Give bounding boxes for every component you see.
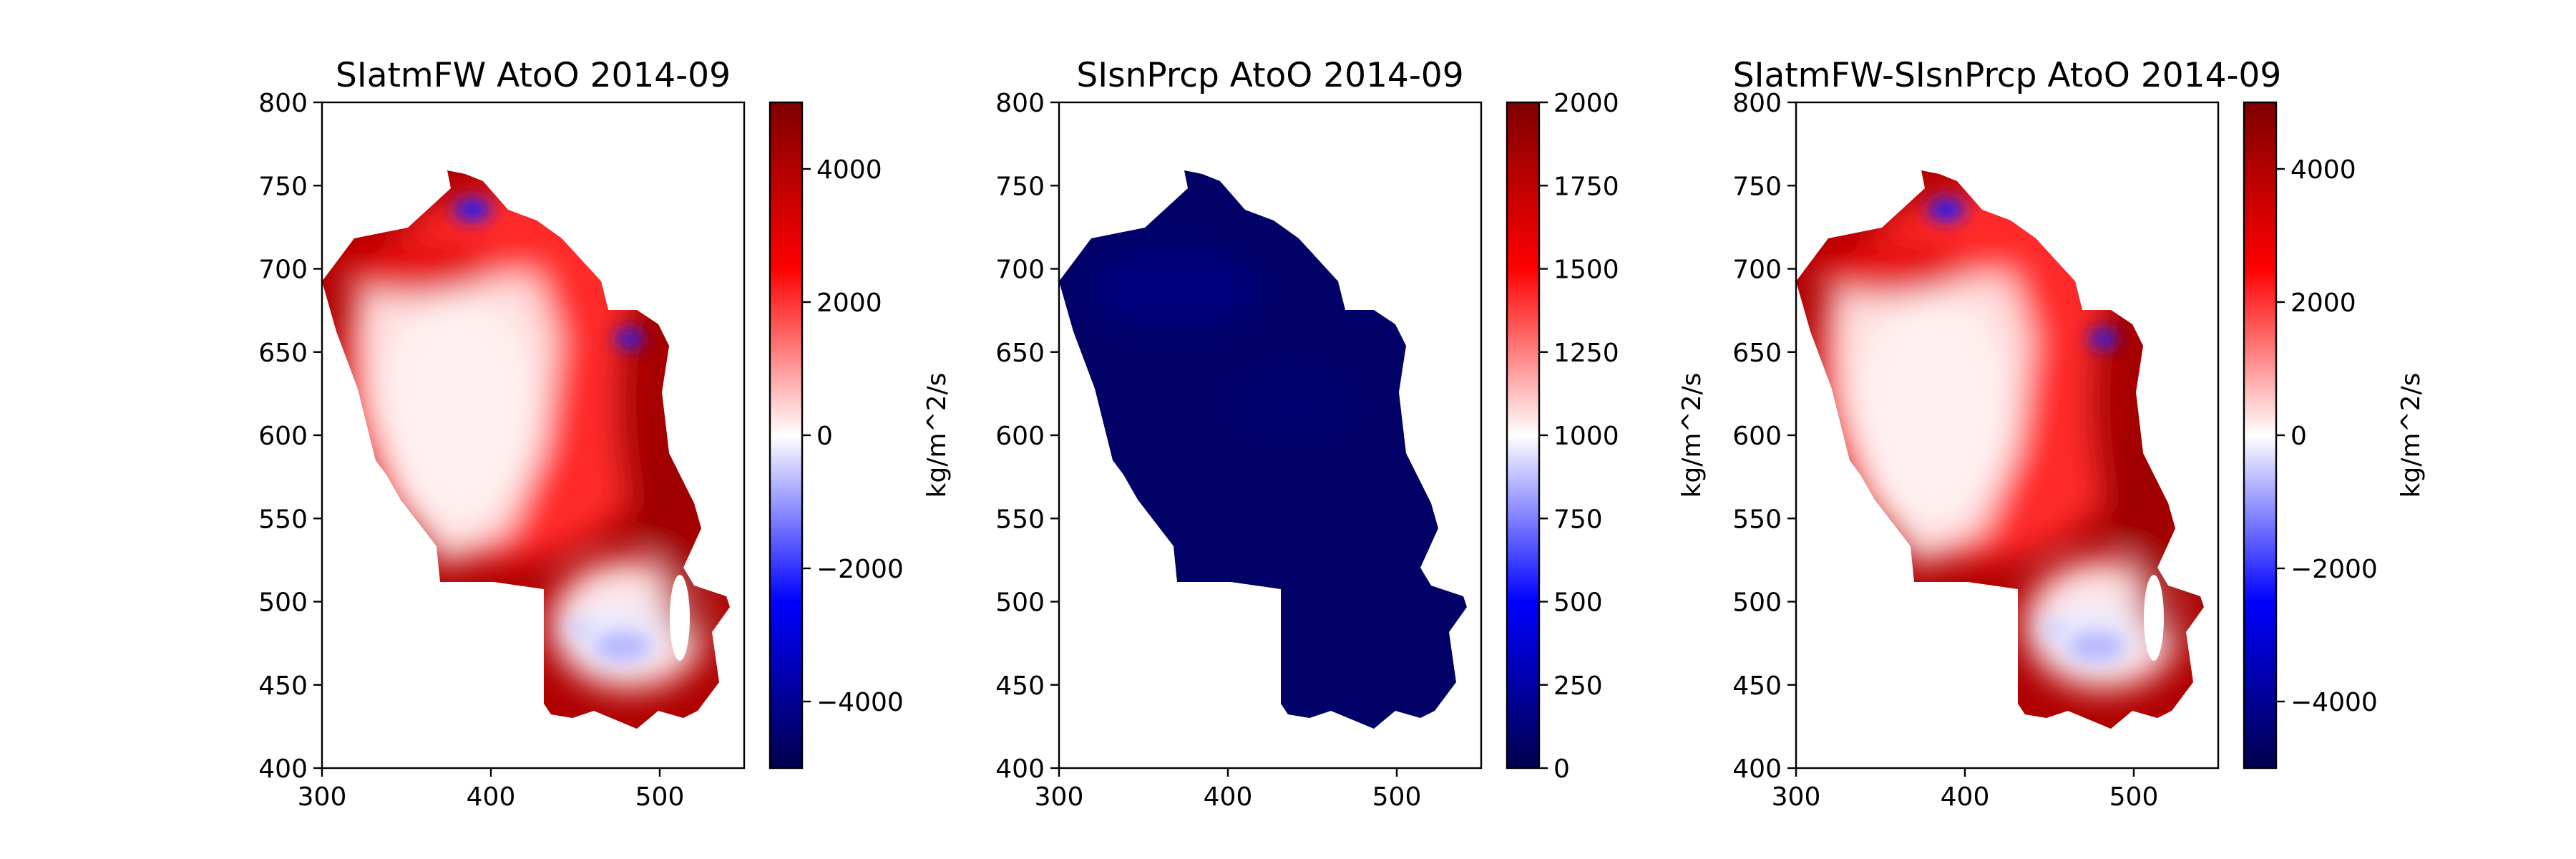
y-tick-label: 800 — [1732, 89, 1782, 118]
colorbar — [1507, 102, 1539, 768]
y-tick-label: 550 — [1732, 505, 1782, 534]
y-tick-label: 650 — [995, 339, 1045, 368]
colorbar-tick-label: 0 — [2290, 422, 2307, 451]
colorbar-label: kg/m^2/s — [922, 373, 952, 498]
y-tick-label: 400 — [258, 754, 308, 784]
chart-title: SIatmFW-SIsnPrcp AtoO 2014-09 — [1733, 56, 2281, 95]
colorbar-tick-label: 0 — [816, 422, 833, 451]
x-tick-label: 500 — [2109, 782, 2159, 812]
x-tick-label: 400 — [467, 782, 516, 812]
chart-title: SIatmFW AtoO 2014-09 — [336, 56, 731, 95]
y-tick-label: 400 — [995, 754, 1045, 784]
y-tick-label: 500 — [258, 588, 308, 618]
y-tick-label: 600 — [1732, 422, 1782, 451]
heatmap-field — [1796, 170, 2204, 729]
y-tick-label: 450 — [995, 671, 1045, 701]
chart-title: SIsnPrcp AtoO 2014-09 — [1076, 56, 1463, 95]
colorbar-tick-label: 500 — [1553, 588, 1603, 618]
colorbar-tick-label: 2000 — [1553, 89, 1619, 118]
heatmap-field — [1059, 170, 1467, 729]
y-tick-label: 800 — [258, 89, 308, 118]
colorbar-tick-label: −4000 — [816, 688, 904, 717]
heatmap-field — [322, 170, 730, 729]
colorbar-tick-label: 1750 — [1553, 172, 1619, 201]
x-tick-label: 400 — [1204, 782, 1253, 812]
y-tick-label: 800 — [995, 89, 1045, 118]
y-tick-label: 650 — [1732, 339, 1782, 368]
x-tick-label: 500 — [1372, 782, 1422, 812]
y-tick-label: 750 — [1732, 172, 1782, 201]
colorbar-tick-label: 4000 — [816, 155, 882, 185]
colorbar-tick-label: −4000 — [2290, 688, 2378, 717]
y-tick-label: 700 — [258, 256, 308, 285]
y-tick-label: 450 — [1732, 671, 1782, 701]
x-tick-label: 300 — [1035, 782, 1084, 812]
y-tick-label: 700 — [995, 256, 1045, 285]
colorbar-label: kg/m^2/s — [1677, 373, 1707, 498]
colorbar-tick-label: −2000 — [816, 555, 904, 584]
colorbar-tick-label: 2000 — [2290, 288, 2356, 318]
y-tick-label: 600 — [258, 422, 308, 451]
colorbar-label: kg/m^2/s — [2396, 373, 2426, 498]
y-tick-label: 400 — [1732, 754, 1782, 784]
colorbar-tick-label: 750 — [1553, 505, 1603, 534]
y-tick-label: 750 — [258, 172, 308, 201]
colorbar-tick-label: 1500 — [1553, 256, 1619, 285]
colorbar-tick-label: −2000 — [2290, 555, 2378, 584]
y-tick-label: 700 — [1732, 256, 1782, 285]
colorbar — [2244, 102, 2276, 768]
y-tick-label: 500 — [995, 588, 1045, 618]
x-tick-label: 300 — [1772, 782, 1821, 812]
colorbar-tick-label: 1000 — [1553, 422, 1619, 451]
colorbar-tick-label: 1250 — [1553, 339, 1619, 368]
y-tick-label: 650 — [258, 339, 308, 368]
colorbar-tick-label: 0 — [1553, 754, 1570, 784]
colorbar-tick-label: 250 — [1553, 671, 1603, 701]
y-tick-label: 450 — [258, 671, 308, 701]
x-tick-label: 300 — [298, 782, 347, 812]
colorbar-tick-label: 4000 — [2290, 155, 2356, 185]
y-tick-label: 550 — [995, 505, 1045, 534]
y-tick-label: 500 — [1732, 588, 1782, 618]
x-tick-label: 500 — [635, 782, 685, 812]
x-tick-label: 400 — [1941, 782, 1990, 812]
y-tick-label: 750 — [995, 172, 1045, 201]
colorbar-tick-label: 2000 — [816, 288, 882, 318]
colorbar — [770, 102, 802, 768]
y-tick-label: 600 — [995, 422, 1045, 451]
y-tick-label: 550 — [258, 505, 308, 534]
